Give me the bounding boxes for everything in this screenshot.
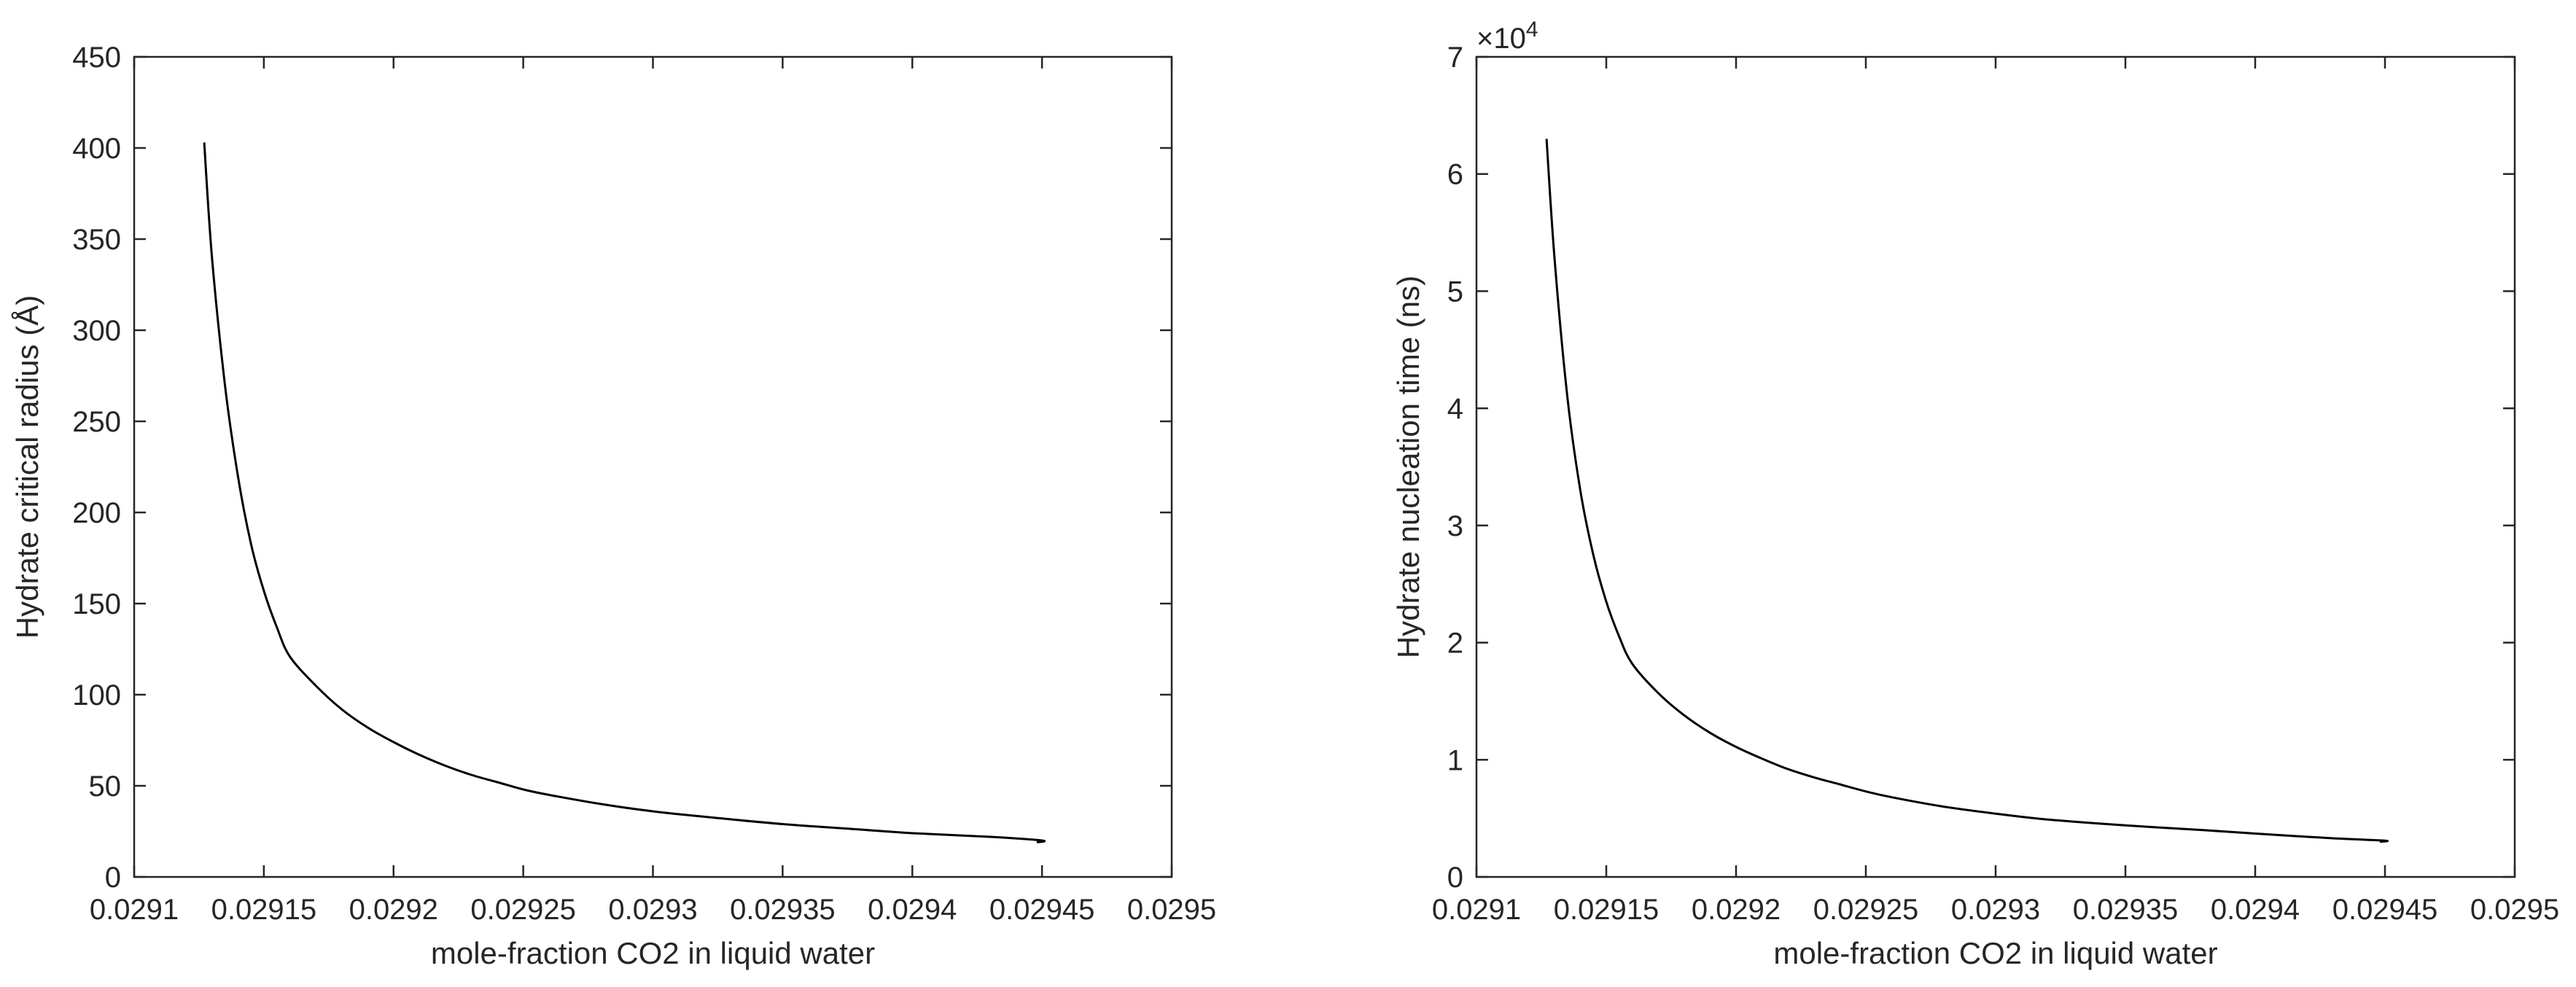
y-tick-label: 3: [1447, 510, 1463, 542]
x-tick-label: 0.02935: [730, 894, 836, 926]
y-tick-label: 1: [1447, 744, 1463, 776]
x-tick-label: 0.0291: [90, 894, 179, 926]
x-tick-label: 0.02945: [2332, 894, 2438, 926]
x-tick-label: 0.0293: [608, 894, 697, 926]
y-tick-label: 6: [1447, 159, 1463, 191]
x-tick-label: 0.0294: [868, 894, 957, 926]
y-tick-label: 7: [1447, 42, 1463, 74]
axes-box: [133, 55, 1173, 878]
left-chart-panel: 0.0291 0.02915 0.0292 0.02925 0.0293 0.02935 0…: [10, 42, 1216, 970]
x-tick-label: 0.0295: [2470, 894, 2559, 926]
series-line: [1545, 139, 2389, 843]
y-tick-label: 450: [72, 42, 121, 74]
y-tick-label: 100: [72, 679, 121, 711]
x-axis-label: mole-fraction CO2 in liquid water: [1773, 936, 2217, 970]
y-tick-label: 250: [72, 406, 121, 438]
x-tick-label: 0.02915: [1554, 894, 1659, 926]
series-line: [203, 142, 1046, 843]
x-axis-label: mole-fraction CO2 in liquid water: [431, 936, 875, 970]
y-exponent-power: 4: [1526, 17, 1538, 42]
y-tick-label: 300: [72, 315, 121, 347]
x-tick-label: 0.02935: [2073, 894, 2179, 926]
x-tick-label: 0.0295: [1127, 894, 1216, 926]
x-tick-label: 0.02945: [989, 894, 1095, 926]
y-tick-label: 0: [105, 862, 121, 894]
axes-box: [1475, 55, 2516, 878]
x-tick-label: 0.0292: [1692, 894, 1781, 926]
x-tick-label: 0.0294: [2211, 894, 2300, 926]
y-tick-label: 50: [89, 771, 122, 803]
y-axis-label: Hydrate nucleation time (ns): [1391, 276, 1425, 658]
y-tick-label: 0: [1447, 862, 1463, 894]
x-tick-label: 0.02925: [470, 894, 576, 926]
y-tick-label: 400: [72, 133, 121, 165]
right-chart-panel: 0.0291 0.02915 0.0292 0.02925 0.0293 0.02935 0…: [1391, 17, 2559, 970]
y-axis-label: Hydrate critical radius (Å): [10, 295, 44, 639]
y-tick-label: 2: [1447, 628, 1463, 660]
x-tick-label: 0.0292: [349, 894, 438, 926]
y-tick-label: 5: [1447, 276, 1463, 308]
y-tick-label: 350: [72, 224, 121, 256]
x-tick-label: 0.0293: [1951, 894, 2040, 926]
y-tick-label: 150: [72, 588, 121, 620]
x-tick-label: 0.02915: [211, 894, 317, 926]
x-tick-label: 0.0291: [1432, 894, 1521, 926]
y-tick-label: 200: [72, 497, 121, 529]
y-exponent-label: ×104: [1476, 17, 1538, 55]
x-tick-label: 0.02925: [1813, 894, 1919, 926]
y-tick-label: 4: [1447, 393, 1463, 425]
